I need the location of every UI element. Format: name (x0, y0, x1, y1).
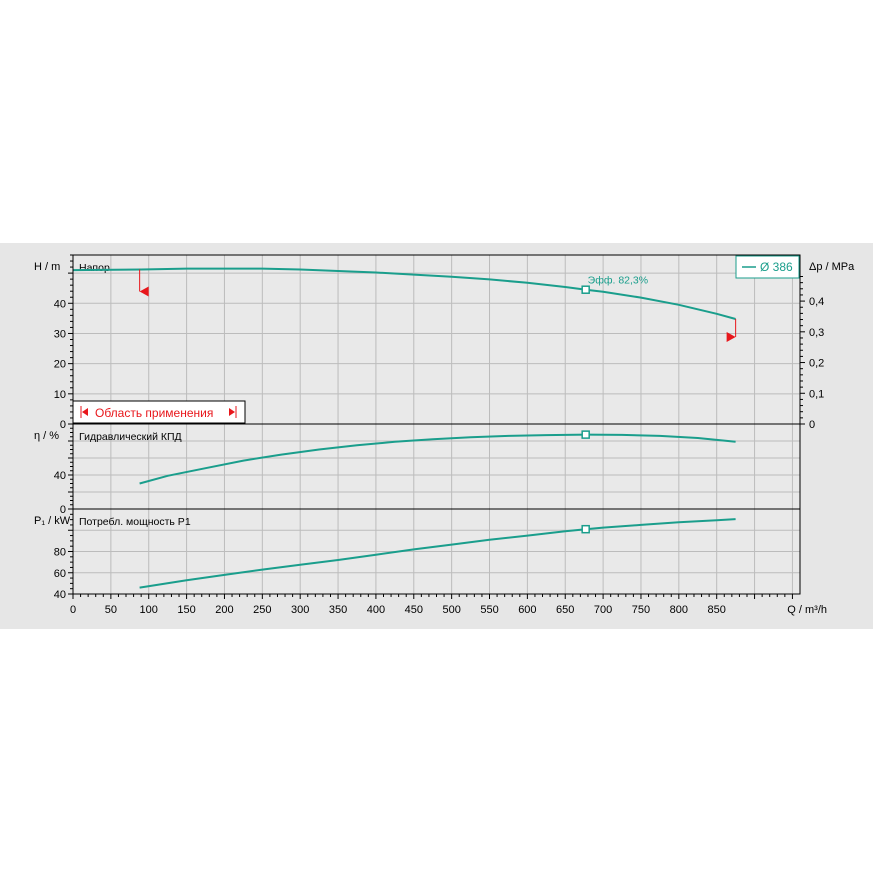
x-tick-label: 350 (329, 604, 347, 616)
operating-point-label: Эфф. 82,3% (588, 275, 648, 287)
series-line-3 (139, 518, 736, 589)
range-label-left-arrow (82, 408, 88, 416)
y-tick-label: 0 (60, 419, 66, 431)
y2-tick-label: 0,2 (809, 358, 824, 370)
y-axis-label-3: P₁ / kW (34, 515, 71, 527)
panel-title-3: Потребл. мощность P1 (79, 516, 191, 528)
series-line-1 (72, 267, 736, 320)
series-line-2 (139, 433, 736, 485)
y2-tick-label: 0,4 (809, 296, 824, 308)
x-tick-label: 200 (215, 604, 233, 616)
operating-point-marker (581, 285, 590, 294)
y-tick-label: 10 (54, 389, 66, 401)
legend-label: Ø 386 (760, 260, 793, 274)
x-tick-label: 450 (405, 604, 423, 616)
x-tick-label: 650 (556, 604, 574, 616)
pump-curve-chart: 0 50 100 150 200 250 300 350 400 450 500 550 600 650 7… (34, 254, 855, 616)
y-tick-label: 20 (54, 359, 66, 371)
y2-axis-label: Δp / MPa (809, 261, 855, 273)
range-min-arrow (139, 286, 149, 297)
x-tick-label: 750 (632, 604, 650, 616)
range-label-right-arrow (229, 408, 235, 416)
range-max-arrow (726, 331, 736, 342)
range-label-box (72, 400, 246, 424)
x-tick-label: 850 (708, 604, 726, 616)
x-tick-label: 0 (70, 604, 76, 616)
y-tick-label: 0 (60, 504, 66, 516)
x-tick-label: 600 (518, 604, 536, 616)
y-tick-label: 80 (54, 547, 66, 559)
range-label-text: Область применения (95, 406, 213, 420)
y-tick-label: 30 (54, 328, 66, 340)
x-tick-label: 700 (594, 604, 612, 616)
x-tick-label: 550 (480, 604, 498, 616)
chart-panel: 0 50 100 150 200 250 300 350 400 450 500 550 600 650 7… (0, 243, 873, 629)
operating-point-marker (581, 524, 590, 534)
y-tick-label: 40 (54, 470, 66, 482)
y-axis-label-1: H / m (34, 261, 60, 273)
y-axis-label-2: η / % (34, 430, 59, 442)
legend-box (735, 255, 800, 279)
x-tick-label: 250 (253, 604, 271, 616)
y2-tick-label: 0,1 (809, 388, 824, 400)
x-tick-label: 100 (140, 604, 158, 616)
y-tick-label: 40 (54, 298, 66, 310)
x-tick-label: 800 (670, 604, 688, 616)
y2-tick-label: 0,3 (809, 327, 824, 339)
x-tick-label: 150 (177, 604, 195, 616)
y-tick-label: 60 (54, 568, 66, 580)
x-tick-label: 300 (291, 604, 309, 616)
panel-title-1: Напор (79, 262, 110, 274)
operating-point-marker (581, 430, 590, 439)
y2-tick-label: 0 (809, 419, 815, 431)
x-tick-label: 500 (442, 604, 460, 616)
x-tick-label: 50 (105, 604, 117, 616)
plot-frame-3 (72, 508, 801, 595)
x-tick-label: 400 (367, 604, 385, 616)
x-axis-label: Q / m³/h (787, 604, 827, 616)
panel-title-2: Гидравлический КПД (79, 431, 182, 443)
plot-area-1 (73, 255, 800, 424)
y-tick-label: 40 (54, 589, 66, 601)
